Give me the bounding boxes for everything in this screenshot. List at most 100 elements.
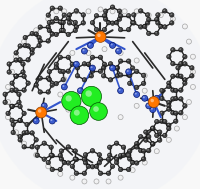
Circle shape bbox=[19, 139, 20, 140]
Circle shape bbox=[17, 100, 21, 105]
Circle shape bbox=[143, 138, 147, 142]
Circle shape bbox=[166, 126, 170, 131]
Circle shape bbox=[166, 107, 170, 111]
Circle shape bbox=[34, 32, 38, 36]
Circle shape bbox=[166, 84, 170, 89]
Circle shape bbox=[170, 111, 174, 115]
Circle shape bbox=[95, 165, 96, 166]
Circle shape bbox=[67, 21, 71, 25]
Circle shape bbox=[42, 104, 44, 106]
Circle shape bbox=[178, 61, 182, 66]
Circle shape bbox=[170, 16, 174, 21]
Circle shape bbox=[58, 171, 62, 176]
Circle shape bbox=[127, 154, 128, 156]
Circle shape bbox=[95, 14, 96, 16]
Circle shape bbox=[122, 146, 123, 147]
Circle shape bbox=[26, 81, 30, 85]
Circle shape bbox=[39, 40, 40, 41]
Circle shape bbox=[130, 66, 134, 70]
Circle shape bbox=[150, 108, 152, 110]
Circle shape bbox=[38, 44, 39, 46]
Circle shape bbox=[167, 85, 168, 87]
Circle shape bbox=[90, 165, 94, 169]
Circle shape bbox=[67, 70, 68, 71]
Circle shape bbox=[108, 154, 109, 155]
Circle shape bbox=[11, 122, 15, 127]
Circle shape bbox=[133, 91, 139, 98]
Circle shape bbox=[163, 134, 164, 136]
Circle shape bbox=[156, 22, 157, 23]
Circle shape bbox=[59, 172, 60, 174]
Circle shape bbox=[109, 78, 110, 80]
Circle shape bbox=[67, 13, 71, 17]
Circle shape bbox=[19, 105, 20, 107]
Circle shape bbox=[50, 32, 54, 36]
Circle shape bbox=[30, 47, 34, 52]
Circle shape bbox=[62, 85, 64, 87]
Circle shape bbox=[71, 51, 72, 53]
Circle shape bbox=[10, 69, 14, 74]
Circle shape bbox=[81, 86, 101, 106]
Circle shape bbox=[143, 25, 144, 26]
Circle shape bbox=[93, 106, 98, 112]
Circle shape bbox=[146, 22, 147, 23]
Circle shape bbox=[190, 54, 194, 59]
Circle shape bbox=[106, 20, 110, 25]
Circle shape bbox=[144, 131, 145, 132]
Circle shape bbox=[68, 22, 69, 23]
Circle shape bbox=[87, 10, 88, 12]
Circle shape bbox=[7, 101, 8, 102]
Circle shape bbox=[182, 115, 186, 120]
Circle shape bbox=[51, 84, 52, 85]
Circle shape bbox=[87, 165, 88, 166]
Circle shape bbox=[97, 34, 100, 37]
Circle shape bbox=[117, 17, 121, 21]
Circle shape bbox=[31, 48, 32, 50]
Circle shape bbox=[50, 146, 51, 147]
Circle shape bbox=[59, 157, 63, 161]
Circle shape bbox=[118, 50, 122, 55]
Circle shape bbox=[26, 58, 30, 62]
Circle shape bbox=[117, 88, 123, 94]
Circle shape bbox=[10, 104, 14, 109]
Circle shape bbox=[58, 167, 62, 172]
Circle shape bbox=[150, 142, 154, 146]
Circle shape bbox=[83, 180, 84, 182]
Circle shape bbox=[189, 66, 193, 70]
Circle shape bbox=[19, 59, 20, 60]
Circle shape bbox=[67, 56, 68, 57]
Circle shape bbox=[103, 17, 107, 21]
Circle shape bbox=[22, 63, 23, 64]
Circle shape bbox=[11, 105, 12, 106]
Circle shape bbox=[126, 27, 130, 32]
Circle shape bbox=[47, 26, 48, 27]
Circle shape bbox=[71, 176, 72, 178]
Circle shape bbox=[59, 149, 63, 153]
Circle shape bbox=[50, 6, 54, 10]
Circle shape bbox=[126, 14, 130, 18]
Circle shape bbox=[115, 74, 119, 78]
Circle shape bbox=[99, 158, 100, 160]
Circle shape bbox=[89, 66, 93, 70]
Circle shape bbox=[160, 120, 161, 121]
Circle shape bbox=[94, 164, 98, 169]
Circle shape bbox=[143, 161, 144, 163]
Circle shape bbox=[71, 63, 72, 64]
Circle shape bbox=[138, 9, 142, 13]
Circle shape bbox=[30, 31, 34, 36]
Circle shape bbox=[187, 40, 188, 42]
Circle shape bbox=[118, 175, 122, 180]
Circle shape bbox=[125, 69, 131, 75]
Circle shape bbox=[174, 126, 178, 131]
Circle shape bbox=[114, 20, 118, 25]
Circle shape bbox=[183, 116, 184, 117]
Circle shape bbox=[74, 171, 78, 175]
Circle shape bbox=[176, 67, 177, 68]
Circle shape bbox=[51, 21, 52, 22]
Circle shape bbox=[171, 112, 172, 113]
Circle shape bbox=[126, 73, 130, 77]
Circle shape bbox=[130, 160, 134, 165]
Circle shape bbox=[70, 164, 74, 169]
Circle shape bbox=[59, 21, 60, 22]
Circle shape bbox=[35, 139, 36, 140]
